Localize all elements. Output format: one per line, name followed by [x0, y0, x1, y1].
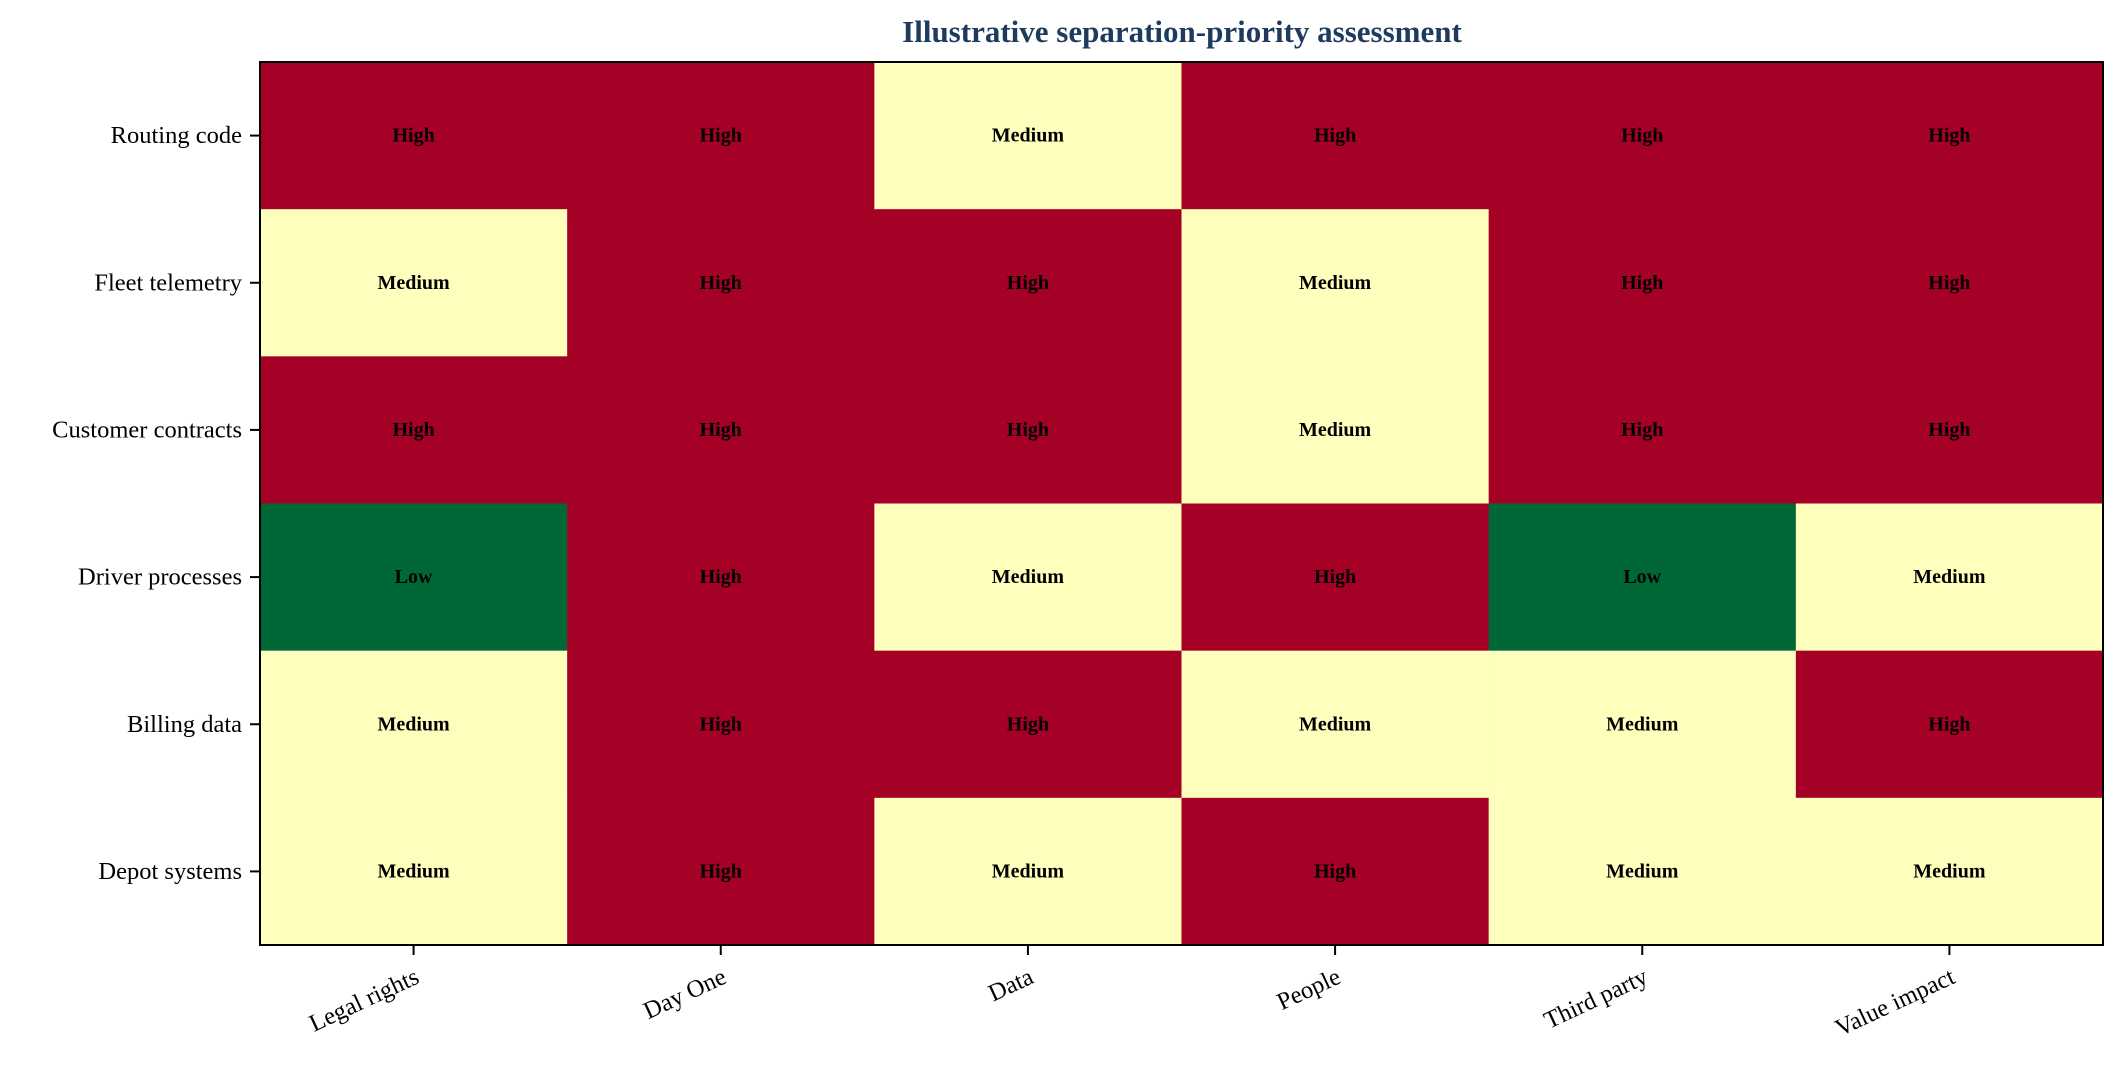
cell-label: High [1928, 713, 1970, 735]
x-tick-label: Data [984, 963, 1037, 1007]
cell-label: Medium [377, 272, 450, 294]
cell-label: High [1314, 125, 1356, 147]
heatmap-cell-billing-data-third-party [1488, 650, 1797, 799]
heatmap-cell-depot-systems-third-party [1488, 797, 1797, 946]
x-tick-label: Day One [639, 963, 730, 1025]
cell-label: Medium [1913, 860, 1986, 882]
cell-label: High [700, 713, 742, 735]
cell-label: High [1928, 419, 1970, 441]
x-tick-label: Legal rights [305, 963, 423, 1037]
heatmap-cell-depot-systems-value-impact [1795, 797, 2104, 946]
heatmap-cell-billing-data-day-one [567, 650, 875, 799]
heatmap-cell-fleet-telemetry-day-one [567, 209, 875, 357]
heatmap-cell-fleet-telemetry-people [1181, 209, 1490, 357]
heatmap-cell-driver-processes-third-party [1488, 503, 1797, 652]
cell-label: High [700, 125, 742, 147]
x-tick-label: Value impact [1831, 963, 1959, 1042]
cell-label: High [1928, 125, 1970, 147]
heatmap-cell-billing-data-data [874, 650, 1183, 799]
y-tick-label: Billing data [127, 711, 242, 738]
heatmap-cell-fleet-telemetry-data [874, 209, 1183, 357]
cell-label: High [1007, 272, 1049, 294]
cell-label: High [1621, 419, 1663, 441]
cell-label: High [392, 125, 434, 147]
cell-label: High [700, 419, 742, 441]
heatmap-cell-depot-systems-data [874, 797, 1183, 946]
heatmap-cell-driver-processes-value-impact [1795, 503, 2104, 652]
cell-label: High [1928, 272, 1970, 294]
y-tick-label: Fleet telemetry [94, 269, 242, 296]
cell-label: Medium [377, 860, 450, 882]
heatmap-cell-driver-processes-people [1181, 503, 1490, 652]
heatmap-cell-routing-code-day-one [567, 62, 875, 210]
cell-label: High [1621, 125, 1663, 147]
cell-label: Medium [992, 125, 1065, 147]
y-tick-label: Depot systems [98, 858, 242, 885]
cell-label: High [392, 419, 434, 441]
cell-label: High [1007, 713, 1049, 735]
heatmap-cell-customer-contracts-data [874, 356, 1183, 505]
cell-label: High [700, 566, 742, 588]
heatmap-cell-customer-contracts-people [1181, 356, 1490, 505]
heatmap-cell-routing-code-value-impact [1795, 62, 2104, 210]
x-tick-label: Third party [1540, 963, 1653, 1035]
heatmap-cell-fleet-telemetry-legal-rights [260, 209, 568, 357]
cell-label: High [700, 860, 742, 882]
heatmap-cell-routing-code-data [874, 62, 1183, 210]
heatmap-cell-depot-systems-legal-rights [260, 797, 568, 946]
heatmap-cells [260, 62, 2104, 946]
cell-labels: High High Medium High High High Medium High High… [377, 125, 1985, 883]
heatmap-cell-routing-code-legal-rights [260, 62, 568, 210]
heatmap-cell-customer-contracts-third-party [1488, 356, 1797, 505]
heatmap-cell-depot-systems-people [1181, 797, 1490, 946]
heatmap-cell-customer-contracts-day-one [567, 356, 875, 505]
heatmap-cell-billing-data-legal-rights [260, 650, 568, 799]
x-tick-label: People [1273, 963, 1345, 1016]
chart-title: Illustrative separation-priority assessm… [902, 14, 1462, 49]
cell-label: Medium [1606, 860, 1679, 882]
cell-label: Medium [1299, 713, 1372, 735]
heatmap-cell-customer-contracts-value-impact [1795, 356, 2104, 505]
cell-label: High [1314, 860, 1356, 882]
y-axis: Routing code Fleet telemetry Customer cont… [52, 122, 260, 885]
heatmap-cell-driver-processes-legal-rights [260, 503, 568, 652]
heatmap-cell-routing-code-third-party [1488, 62, 1797, 210]
heatmap-cell-fleet-telemetry-value-impact [1795, 209, 2104, 357]
heatmap-cell-customer-contracts-legal-rights [260, 356, 568, 505]
y-tick-label: Customer contracts [52, 416, 242, 443]
cell-label: Low [1623, 566, 1661, 588]
heatmap-cell-routing-code-people [1181, 62, 1490, 210]
cell-label: High [1007, 419, 1049, 441]
cell-label: Medium [1299, 419, 1372, 441]
cell-label: Medium [377, 713, 450, 735]
heatmap-cell-billing-data-people [1181, 650, 1490, 799]
cell-label: Medium [1299, 272, 1372, 294]
heatmap-cell-driver-processes-data [874, 503, 1183, 652]
cell-label: High [1621, 272, 1663, 294]
y-tick-label: Routing code [111, 122, 242, 149]
x-axis: Legal rights Day One Data People Third party… [305, 945, 1959, 1042]
cell-label: Medium [992, 860, 1065, 882]
y-tick-label: Driver processes [78, 564, 242, 591]
cell-label: Medium [992, 566, 1065, 588]
cell-label: Low [395, 566, 433, 588]
plot-frame [259, 61, 2104, 946]
cell-label: Medium [1606, 713, 1679, 735]
heatmap-cell-driver-processes-day-one [567, 503, 875, 652]
cell-label: Medium [1913, 566, 1986, 588]
heatmap-cell-depot-systems-day-one [567, 797, 875, 946]
cell-label: High [1314, 566, 1356, 588]
cell-label: High [700, 272, 742, 294]
heatmap-cell-billing-data-value-impact [1795, 650, 2104, 799]
heatmap-cell-fleet-telemetry-third-party [1488, 209, 1797, 357]
